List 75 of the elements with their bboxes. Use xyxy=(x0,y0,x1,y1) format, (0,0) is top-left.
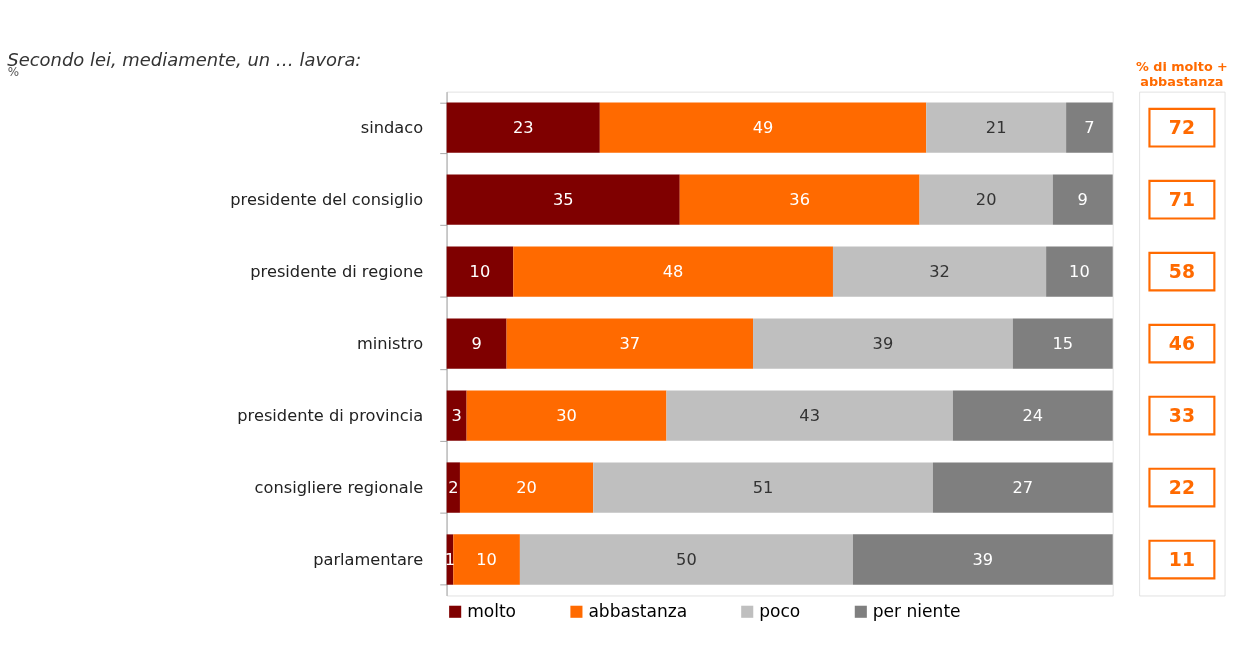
bar xyxy=(446,318,507,369)
data-label: 50 xyxy=(676,549,697,569)
data-label: 10 xyxy=(469,261,491,281)
legend-label: poco xyxy=(759,600,801,621)
data-label: 39 xyxy=(872,333,894,353)
data-label: 30 xyxy=(556,405,577,425)
bar xyxy=(679,174,920,225)
text: % di molto + xyxy=(1135,59,1228,75)
bar xyxy=(852,534,1113,585)
y-tick-label: presidente del consiglio xyxy=(230,190,424,210)
data-label: 27 xyxy=(1012,477,1034,497)
data-label: 9 xyxy=(471,333,482,353)
text: 11 xyxy=(1168,548,1195,570)
data-label: 51 xyxy=(752,477,774,497)
data-label: 36 xyxy=(789,189,810,209)
data-label: 20 xyxy=(516,477,537,497)
text: 58 xyxy=(1168,260,1195,282)
y-tick-label: presidente di provincia xyxy=(237,406,424,426)
data-label: 2 xyxy=(448,477,459,497)
bar xyxy=(952,390,1113,441)
data-label: 35 xyxy=(552,189,574,209)
bar xyxy=(593,462,933,513)
data-label: 32 xyxy=(929,261,950,281)
data-label: 7 xyxy=(1084,117,1095,137)
data-label: 20 xyxy=(975,189,997,209)
bar xyxy=(919,174,1053,225)
bar xyxy=(446,174,680,225)
text: 22 xyxy=(1168,476,1195,498)
bar xyxy=(446,102,600,153)
bar xyxy=(506,318,754,369)
data-label: 49 xyxy=(752,117,774,137)
text: 71 xyxy=(1168,188,1195,210)
data-label: 9 xyxy=(1077,189,1088,209)
data-label: 1 xyxy=(444,549,456,569)
bar xyxy=(466,390,667,441)
bar xyxy=(666,390,953,441)
bar xyxy=(599,102,927,153)
data-label: 10 xyxy=(1069,261,1090,281)
data-label: 21 xyxy=(985,117,1007,137)
y-tick-label: parlamentare xyxy=(313,550,424,570)
data-label: 3 xyxy=(451,405,462,425)
bar xyxy=(832,246,1047,297)
bar xyxy=(932,462,1113,513)
bar xyxy=(459,462,594,513)
bar xyxy=(1046,246,1113,297)
bar xyxy=(753,318,1013,369)
bar xyxy=(513,246,833,297)
data-label: 39 xyxy=(972,549,994,569)
text: abbastanza xyxy=(1140,73,1224,89)
bar xyxy=(1066,102,1113,153)
text: 46 xyxy=(1168,332,1195,354)
legend-label: molto xyxy=(467,600,517,621)
y-tick-label: ministro xyxy=(357,334,424,354)
bar xyxy=(1012,318,1113,369)
text: 72 xyxy=(1168,116,1195,138)
y-tick-label: consigliere regionale xyxy=(254,478,424,498)
text: 33 xyxy=(1168,404,1195,426)
bar xyxy=(446,246,514,297)
bar xyxy=(446,462,460,513)
legend-label: per niente xyxy=(872,600,961,621)
data-label: 15 xyxy=(1052,333,1074,353)
y-tick-label: presidente di regione xyxy=(250,262,424,282)
y-tick-label: sindaco xyxy=(360,118,424,138)
data-label: 48 xyxy=(662,261,684,281)
bar xyxy=(519,534,853,585)
bar xyxy=(926,102,1067,153)
data-label: 43 xyxy=(799,405,820,425)
data-label: 23 xyxy=(512,117,534,137)
data-label: 37 xyxy=(619,333,641,353)
data-label: 24 xyxy=(1022,405,1044,425)
data-label: 10 xyxy=(476,549,497,569)
legend-label: abbastanza xyxy=(588,600,688,621)
bar xyxy=(446,390,467,441)
bar xyxy=(453,534,520,585)
bar xyxy=(1052,174,1113,225)
